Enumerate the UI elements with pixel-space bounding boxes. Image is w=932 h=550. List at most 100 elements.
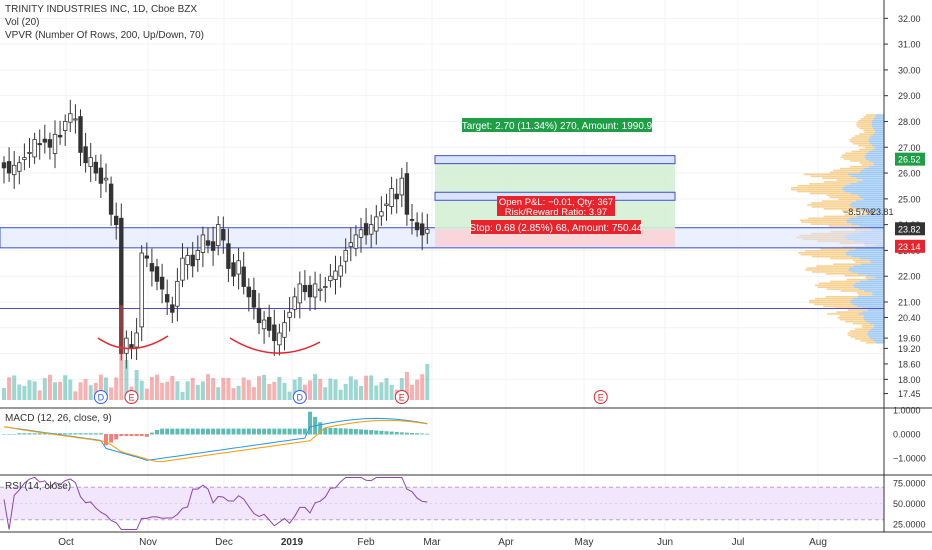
candle-body bbox=[108, 183, 114, 215]
volume-bar bbox=[369, 375, 374, 400]
macd-histogram-bar bbox=[241, 428, 246, 435]
volume-profile-bar bbox=[823, 181, 857, 183]
volume-profile-bar bbox=[871, 123, 884, 126]
price-tick-label: 31.00 bbox=[898, 40, 921, 50]
volume-profile-bar bbox=[869, 150, 884, 153]
volume-profile-bar bbox=[859, 127, 873, 130]
volume-profile-bar bbox=[861, 263, 884, 266]
volume-indicator-label: Vol (20) bbox=[5, 17, 39, 28]
volume-profile-bar bbox=[807, 204, 850, 206]
volume-bar bbox=[2, 388, 6, 400]
event-circle[interactable] bbox=[93, 390, 108, 404]
macd-histogram-bar bbox=[98, 433, 103, 435]
long-position-tool[interactable]: Target: 2.70 (11.34%) 270, Amount: 1990.… bbox=[434, 118, 676, 247]
volume-bar bbox=[425, 364, 430, 400]
volume-profile-bar bbox=[859, 133, 873, 135]
volume-bar bbox=[328, 378, 333, 400]
volume-bar bbox=[277, 376, 282, 400]
volume-profile-bar bbox=[850, 160, 869, 162]
macd-histogram-bar bbox=[93, 433, 98, 435]
candle-body bbox=[17, 162, 22, 172]
event-letter: D bbox=[98, 393, 105, 403]
volume-profile-bar bbox=[859, 162, 873, 164]
volume-profile-bar bbox=[800, 219, 847, 222]
volume-bar bbox=[53, 382, 57, 400]
volume-profile-bar bbox=[868, 336, 884, 338]
volume-profile-bar bbox=[858, 288, 884, 290]
target-handle[interactable] bbox=[434, 155, 676, 165]
event-marker[interactable]: E bbox=[394, 390, 409, 404]
volume-bar bbox=[27, 380, 32, 400]
macd-histogram-bar bbox=[190, 428, 195, 435]
macd-histogram-bar bbox=[170, 428, 175, 435]
candle-body bbox=[210, 241, 216, 251]
candle-body bbox=[399, 177, 404, 196]
event-circle[interactable] bbox=[292, 390, 307, 404]
volume-bar bbox=[165, 381, 170, 400]
percent-change-value: 23.81 bbox=[871, 207, 894, 217]
event-circle[interactable] bbox=[124, 390, 139, 404]
volume-profile-bar bbox=[790, 188, 843, 191]
rsi-tick-label: 50.0000 bbox=[893, 499, 926, 509]
volume-profile-bar bbox=[850, 301, 884, 304]
macd-histogram-bar bbox=[246, 428, 251, 435]
time-axis[interactable]: Oct Nov Dec 2019 Feb Mar Apr May Jun Jul Aug bbox=[58, 537, 827, 548]
candle-body bbox=[358, 229, 364, 238]
volume-profile-bar bbox=[863, 316, 884, 319]
candle-body bbox=[256, 307, 262, 324]
volume-profile-bar bbox=[859, 257, 884, 260]
macd-histogram-bar bbox=[257, 428, 261, 435]
event-marker[interactable]: E bbox=[124, 390, 139, 404]
volume-bar bbox=[384, 378, 389, 400]
event-marker[interactable]: D bbox=[93, 390, 108, 404]
volume-profile-bar bbox=[868, 141, 884, 143]
volume-bar bbox=[211, 378, 216, 400]
volume-profile-bar bbox=[842, 188, 884, 191]
volume-profile-bar bbox=[872, 144, 884, 147]
event-marker[interactable]: D bbox=[292, 390, 307, 404]
macd-histogram-bar bbox=[68, 433, 73, 435]
volume-profile-bar bbox=[865, 209, 884, 212]
macd-histogram-bar bbox=[32, 433, 37, 435]
volume-profile-bar bbox=[863, 198, 884, 201]
volume-bar bbox=[343, 383, 348, 400]
candle-body bbox=[307, 284, 313, 298]
volume-profile-bar bbox=[872, 127, 884, 130]
candle-body bbox=[287, 311, 292, 318]
price-tick-label: 28.00 bbox=[898, 117, 921, 127]
volume-profile-bar bbox=[854, 328, 871, 331]
macd-histogram-bar bbox=[410, 432, 414, 435]
volume-profile-bar bbox=[850, 192, 884, 195]
time-axis-label: Aug bbox=[809, 537, 827, 548]
candle-body bbox=[114, 215, 119, 226]
event-marker[interactable]: E bbox=[593, 390, 608, 404]
stop-label-box bbox=[471, 220, 641, 234]
macd-histogram-bar bbox=[333, 428, 338, 435]
event-circle[interactable] bbox=[593, 390, 608, 404]
candle-body bbox=[317, 288, 323, 291]
macd-histogram-bar bbox=[155, 430, 159, 435]
macd-histogram-bar bbox=[12, 434, 17, 435]
event-circle[interactable] bbox=[394, 390, 409, 404]
macd-histogram-bar bbox=[104, 434, 108, 446]
candle-body bbox=[374, 216, 379, 232]
price-tick-label: 19.60 bbox=[898, 334, 921, 344]
time-axis-label: Apr bbox=[498, 537, 514, 548]
volume-bar bbox=[262, 374, 267, 400]
macd-histogram-bar bbox=[129, 434, 134, 437]
volume-profile-bar bbox=[866, 274, 884, 277]
volume-profile-bar bbox=[866, 320, 884, 323]
volume-profile-bar bbox=[875, 131, 884, 134]
volume-bar bbox=[22, 385, 27, 400]
macd-histogram-bar bbox=[287, 428, 292, 435]
volume-profile-bar bbox=[849, 139, 869, 141]
candle-body bbox=[52, 133, 58, 154]
candle-body bbox=[98, 167, 104, 184]
macd-histogram-bar bbox=[292, 428, 297, 435]
candle-body bbox=[164, 294, 170, 303]
volume-profile-bar bbox=[823, 305, 857, 308]
price-tick-label: 29.00 bbox=[898, 91, 921, 101]
volume-profile-bar bbox=[864, 156, 884, 158]
volume-bar bbox=[12, 375, 17, 400]
